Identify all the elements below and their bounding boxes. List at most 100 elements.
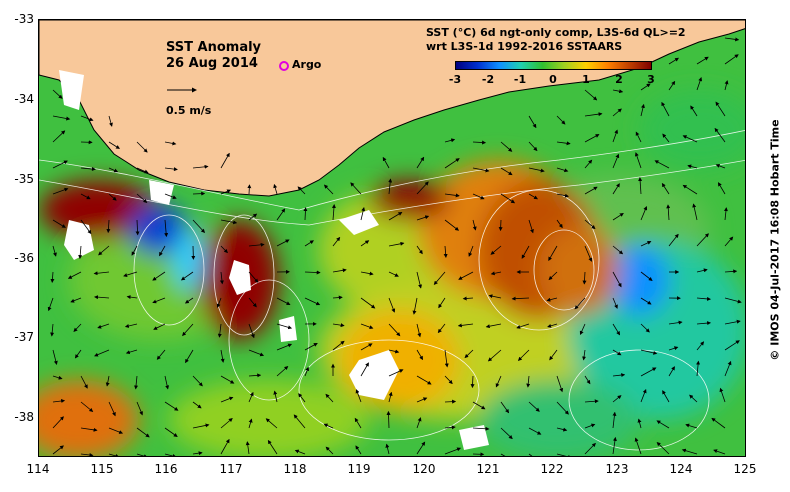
current-vector-arrow — [640, 83, 651, 91]
current-vector-arrow — [549, 349, 558, 361]
current-vector-arrow — [80, 401, 94, 413]
current-vector-arrow — [248, 373, 262, 378]
current-vector-arrow — [164, 219, 169, 238]
current-vector-arrow — [556, 375, 564, 393]
current-vector-arrow — [444, 158, 460, 169]
x-tick-label: 120 — [412, 462, 436, 476]
x-tick-label: 125 — [733, 462, 757, 476]
current-vector-arrow — [219, 271, 224, 285]
current-vector-arrow — [548, 245, 558, 261]
current-vector-arrow — [696, 56, 709, 65]
current-vector-arrow — [637, 418, 642, 429]
current-vector-arrow — [74, 349, 82, 359]
current-scale-label: 0.5 m/s — [166, 104, 212, 117]
current-vector-arrow — [152, 297, 166, 304]
current-vector-arrow — [584, 399, 599, 404]
current-vector-arrow — [612, 349, 622, 356]
current-vector-arrow — [248, 391, 254, 403]
current-vector-arrow — [500, 427, 513, 440]
current-vector-arrow — [80, 219, 92, 235]
colorbar-tick: 0 — [549, 73, 557, 86]
current-vector-arrow — [416, 245, 423, 255]
x-tick-label: 121 — [476, 462, 500, 476]
current-vector-arrow — [276, 297, 291, 305]
current-vector-arrow — [220, 417, 233, 429]
current-vector-arrow — [304, 343, 318, 351]
argo-label: Argo — [292, 58, 322, 71]
current-vector-arrow — [528, 219, 534, 234]
current-vector-arrow — [331, 204, 336, 221]
current-vector-arrow — [164, 167, 178, 172]
current-vector-arrow — [472, 426, 490, 431]
current-vector-arrow — [472, 167, 490, 173]
current-vector-arrow — [656, 420, 670, 429]
current-vector-arrow — [416, 271, 423, 289]
current-vector-arrow — [388, 297, 396, 313]
current-vector-arrow — [412, 297, 418, 315]
colorbar-tick: -2 — [481, 73, 495, 86]
current-vector-arrow — [332, 268, 347, 273]
argo-marker-icon — [279, 61, 289, 71]
current-vector-arrow — [164, 141, 177, 146]
current-vector-arrow — [80, 167, 96, 171]
current-vector-arrow — [94, 295, 110, 300]
current-vector-arrow — [612, 271, 622, 288]
current-vector-arrow — [500, 401, 510, 414]
current-vector-arrow — [724, 37, 740, 42]
current-vector-arrow — [612, 395, 622, 403]
current-vector-arrow — [47, 297, 54, 312]
x-tick-label: 124 — [669, 462, 693, 476]
current-vector-arrow — [724, 297, 742, 304]
current-vector-arrow — [719, 387, 726, 403]
current-vector-arrow — [267, 439, 278, 455]
current-vector-arrow — [715, 101, 726, 117]
current-vector-arrow — [521, 245, 530, 259]
current-vector-arrow — [500, 141, 513, 152]
y-tick-label: -37 — [14, 330, 34, 344]
current-vector-arrow — [94, 349, 110, 357]
current-vector-arrow — [547, 323, 558, 328]
current-vector-arrow — [635, 131, 642, 143]
current-vector-arrow — [458, 271, 474, 280]
current-vector-arrow — [528, 453, 533, 456]
current-vector-arrow — [248, 213, 258, 221]
current-vector-arrow — [52, 89, 63, 99]
current-vector-arrow — [713, 449, 726, 455]
current-vector-arrow — [360, 207, 366, 221]
current-vector-arrow — [668, 80, 676, 91]
current-vector-arrow — [444, 349, 449, 368]
current-vector-arrow — [108, 453, 120, 456]
current-vector-arrow — [416, 349, 424, 361]
current-vector-arrow — [556, 141, 571, 146]
current-vector-arrow — [444, 425, 456, 430]
current-vector-arrow — [724, 269, 738, 274]
current-vector-arrow — [612, 245, 624, 255]
current-vector-arrow — [612, 373, 626, 378]
current-vector-arrow — [265, 418, 278, 429]
current-vector-arrow — [80, 375, 88, 389]
current-vector-arrow — [248, 323, 255, 339]
current-vector-arrow — [248, 242, 265, 247]
sst-anomaly-map[interactable] — [38, 19, 746, 457]
y-tick-label: -34 — [14, 92, 34, 106]
current-vector-arrow — [220, 219, 238, 225]
current-vector-arrow — [50, 271, 55, 283]
current-vector-arrow — [584, 442, 596, 455]
current-vector-arrow — [388, 391, 393, 403]
current-vector-arrow — [433, 271, 446, 286]
colorbar-tick: -3 — [448, 73, 462, 86]
current-vector-arrow — [584, 245, 593, 262]
current-vector-arrow — [500, 453, 506, 456]
current-vector-arrow — [487, 349, 502, 362]
current-vector-arrow — [108, 141, 120, 149]
current-vector-arrow — [444, 193, 460, 198]
current-vector-arrow — [556, 401, 569, 415]
current-vector-arrow — [136, 401, 143, 416]
current-vector-arrow — [498, 219, 503, 232]
current-vector-arrow — [548, 271, 558, 281]
current-streamlines — [39, 130, 745, 451]
current-vector-arrow — [490, 271, 502, 276]
current-vector-arrow — [661, 101, 670, 117]
current-vector-arrow — [220, 438, 230, 455]
current-vector-arrow — [52, 245, 57, 257]
